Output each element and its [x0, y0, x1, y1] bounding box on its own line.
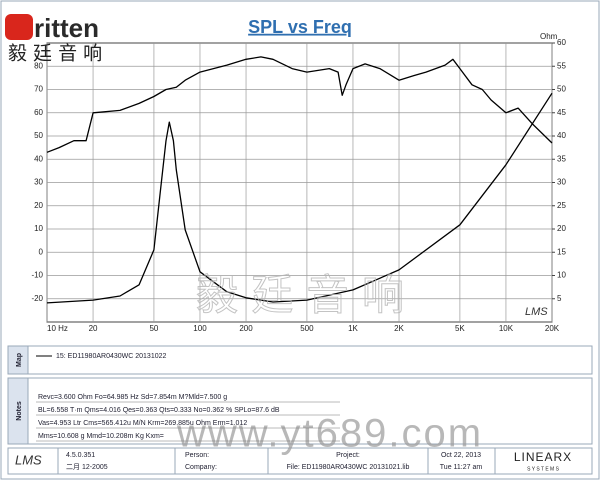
x-tick-label: 10K [499, 324, 514, 333]
footer-date-built: 二月 12-2005 [66, 463, 108, 471]
x-tick-label: 50 [149, 324, 158, 333]
y2-tick-label: 5 [557, 294, 562, 303]
x-tick-label: 20 [89, 324, 98, 333]
footer-logo: LMS [15, 452, 42, 467]
footer-vendor-sub: S Y S T E M S [527, 466, 560, 472]
legend-label: 15: ED11980AR0430WC 20131022 [56, 353, 167, 360]
y2-tick-label: 60 [557, 38, 566, 47]
footer-time: Tue 11:27 am [440, 464, 483, 471]
footer-vendor: LINEARX [514, 450, 572, 464]
y-tick-label: 40 [34, 154, 43, 163]
footer-version: 4.5.0.351 [66, 452, 95, 459]
footer-project: Project: [336, 452, 360, 459]
note-line: Mms=10.608 g Mmd=10.208m Kg Kxm= [38, 433, 164, 440]
y2-tick-label: 25 [557, 201, 566, 210]
logo-brand: ritten [34, 13, 99, 43]
y-tick-label: 10 [34, 224, 43, 233]
x-tick-label: 200 [239, 324, 253, 333]
map-sidebar [7, 345, 29, 375]
x-tick-label: 5K [455, 324, 465, 333]
y-tick-label: -20 [31, 294, 43, 303]
y2-tick-label: 50 [557, 85, 566, 94]
notes-sidebar [7, 377, 29, 445]
map-panel [7, 345, 593, 375]
x-tick-label: 10 Hz [47, 324, 68, 333]
x-tick-label: 500 [300, 324, 314, 333]
y2-tick-label: 30 [557, 178, 566, 187]
y2-tick-label: 15 [557, 247, 566, 256]
y2-tick-label: 35 [557, 154, 566, 163]
y-tick-label: 0 [39, 247, 44, 256]
overlay-chinese: 毅 廷 音 响 [196, 271, 404, 320]
footer-company: Company: [185, 464, 217, 471]
y-tick-label: 60 [34, 108, 43, 117]
y-tick-label: 80 [34, 61, 43, 70]
series-line [46, 56, 553, 153]
note-line: Vas=4.953 Ltr Cms=565.412u M/N Krm=269.8… [38, 420, 247, 427]
note-line: Revc=3.600 Ohm Fo=64.985 Hz Sd=7.854m M?… [38, 394, 227, 401]
y2-tick-label: 20 [557, 224, 566, 233]
series-line [46, 92, 553, 304]
y2-tick-label: 10 [557, 271, 566, 280]
x-tick-label: 20K [545, 324, 560, 333]
y-tick-label: -10 [31, 271, 43, 280]
y-tick-label: 50 [34, 131, 43, 140]
notes-label: Notes [16, 401, 23, 421]
x-tick-label: 100 [193, 324, 207, 333]
y-tick-label: 20 [34, 201, 43, 210]
footer-person: Person: [185, 452, 209, 459]
notes-panel [7, 377, 593, 445]
y2-axis-label: Ohm [540, 32, 558, 41]
overlay-url: www.yt689.com [176, 412, 483, 456]
logo-mark [5, 14, 33, 40]
y-tick-label: 30 [34, 178, 43, 187]
y2-tick-label: 40 [557, 131, 566, 140]
x-tick-label: 1K [348, 324, 358, 333]
chart-title: SPL vs Freq [248, 17, 352, 37]
footer-date: Oct 22, 2013 [441, 452, 481, 459]
y2-tick-label: 55 [557, 61, 566, 70]
logo-chinese: 毅 廷 音 响 [8, 43, 102, 65]
x-tick-label: 2K [394, 324, 404, 333]
y2-tick-label: 45 [557, 108, 566, 117]
map-label: Map [16, 353, 23, 367]
footer-file: File: ED11980AR0430WC 20131021.lib [287, 464, 410, 471]
note-line: BL=6.558 T·m Qms=4.016 Qes=0.363 Qts=0.3… [38, 407, 280, 414]
plot-watermark: LMS [525, 306, 548, 318]
y-tick-label: 70 [34, 85, 43, 94]
footer-dividers [57, 448, 496, 474]
